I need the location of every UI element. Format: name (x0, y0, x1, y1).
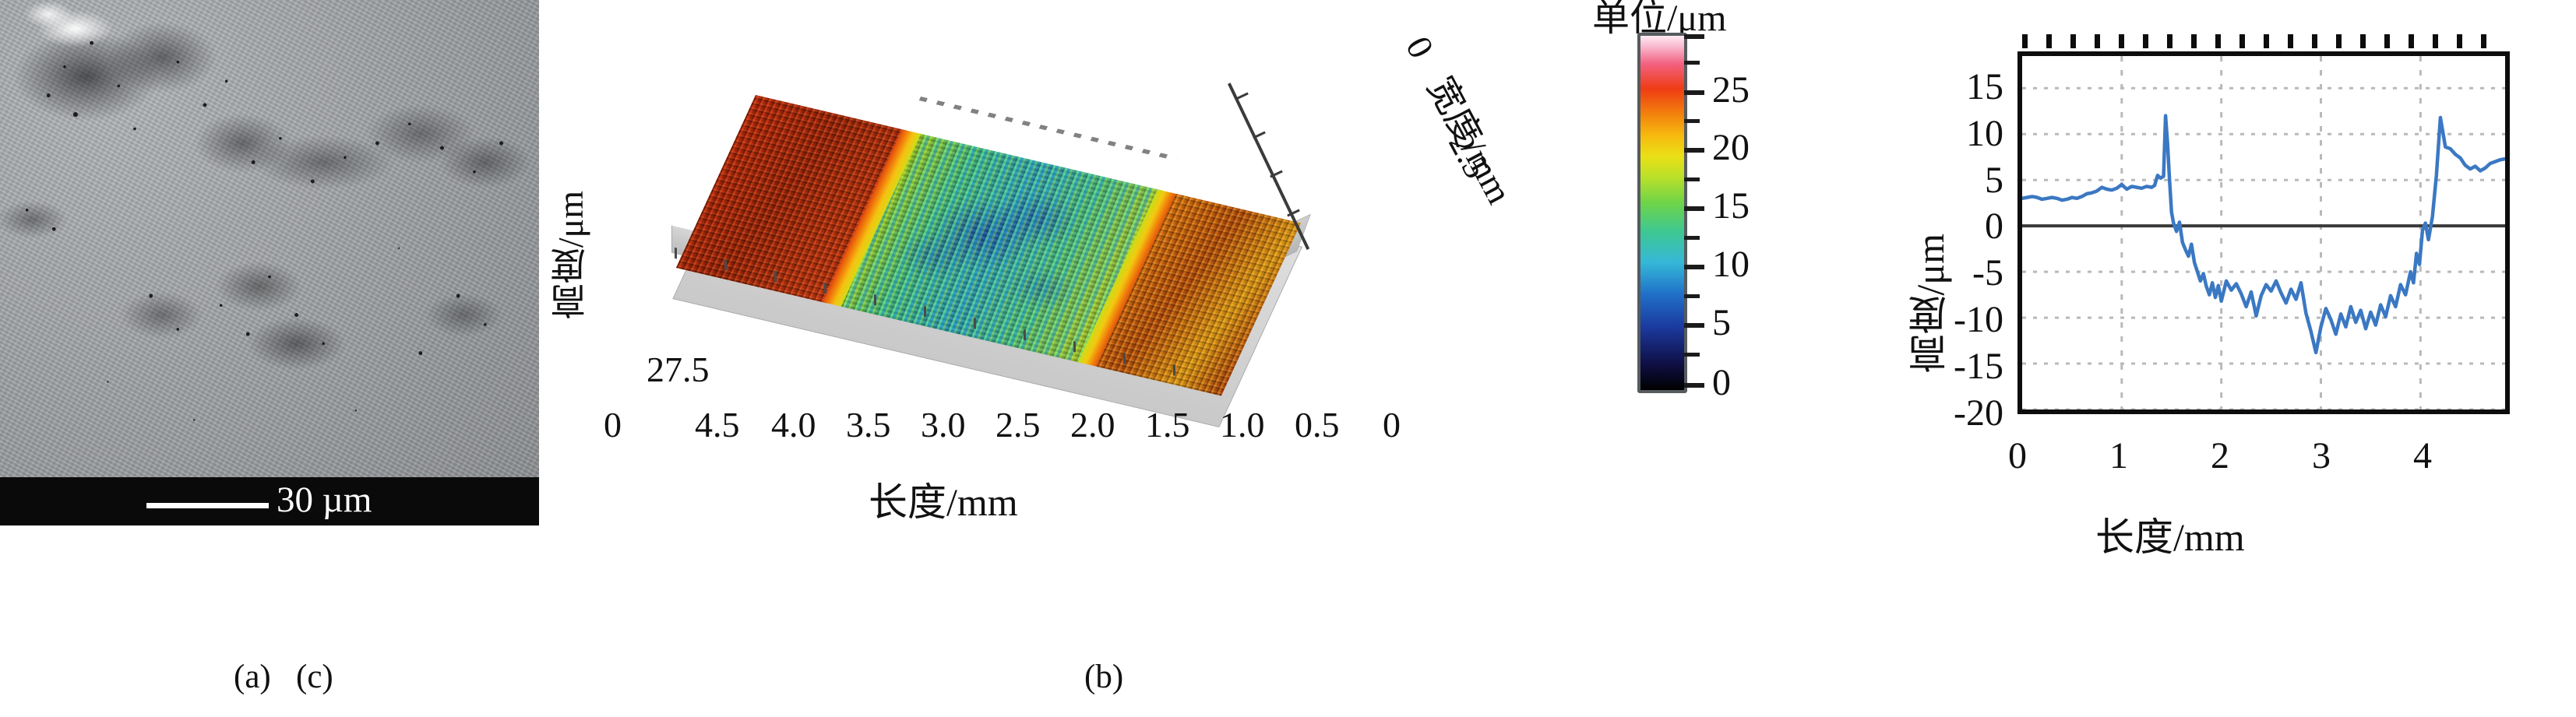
surface-plot (671, 78, 1371, 427)
colorbar-tick-minor-175 (1684, 177, 1700, 181)
panel-c-x-tick-1: 1 (2109, 435, 2128, 476)
sem-speckle-texture (0, 0, 539, 477)
colorbar-tick-20 (1684, 148, 1704, 153)
panel-c-x-tick-0: 0 (2008, 435, 2027, 476)
panel-c-x-tick-3: 3 (2312, 435, 2331, 476)
depth-tick-2 (1253, 131, 1266, 139)
scalebar-line (146, 503, 269, 508)
panel-b-y-max-tick: 27.5 (647, 350, 710, 389)
colorbar-tick-10 (1684, 265, 1704, 269)
panel-b-x-tick-6: 1.5 (1145, 405, 1190, 445)
panel-c-y-tick-m5: -5 (1972, 252, 2003, 293)
colorbar-tick-minor-75 (1684, 294, 1700, 298)
panel-c-plot-frame (2017, 51, 2510, 414)
panel-c-plot-svg (2022, 56, 2505, 409)
colorbar-title: 单位/μm (1592, 0, 1727, 39)
panel-b-x-tick-0: 4.5 (695, 405, 740, 445)
colorbar-tick-25 (1684, 90, 1704, 95)
panel-c-profile-line (2022, 114, 2505, 355)
colorbar-label-5: 5 (1712, 302, 1731, 343)
panel-b-x-tick-5: 2.0 (1070, 405, 1115, 445)
panel-b-y-min-tick: 0 (604, 405, 622, 445)
colorbar-tick-top (1684, 34, 1704, 39)
colorbar-tick-minor-275 (1684, 61, 1700, 65)
panel-c-x-axis-label: 长度/mm (2095, 515, 2245, 559)
panel-c-y-tick-15: 15 (1966, 66, 2003, 107)
panel-c-caption: (c) (296, 659, 333, 695)
scalebar-label: 30 µm (277, 480, 372, 520)
colorbar-tick-0 (1684, 383, 1704, 388)
panel-b-x-tick-3: 3.0 (921, 405, 966, 445)
colorbar-tick-minor-25 (1684, 353, 1700, 357)
panel-b-x-tick-2: 3.5 (846, 405, 891, 445)
panel-c-y-tick-0: 0 (1985, 206, 2003, 247)
colorbar-gradient (1637, 33, 1687, 393)
depth-tick-1 (1235, 92, 1249, 100)
surface-stage (671, 78, 1371, 427)
panel-b-x-tick-8: 0.5 (1295, 405, 1340, 445)
colorbar-tick-minor-225 (1684, 119, 1700, 123)
panel-c-gridlines (2022, 56, 2505, 409)
colorbar-tick-15 (1684, 206, 1704, 211)
colorbar-tick-minor-125 (1684, 236, 1700, 240)
panel-b-caption: (b) (1084, 659, 1124, 695)
panel-c-top-axis-ticks (2022, 34, 2505, 48)
panel-a-caption: (a) (234, 659, 271, 695)
colorbar-label-25: 25 (1712, 69, 1750, 111)
panel-c-y-tick-5: 5 (1985, 160, 2003, 201)
panel-b-depth-tick-0: 0 (1398, 30, 1442, 65)
sem-image (0, 0, 539, 477)
panel-b-x-tick-7: 1.0 (1220, 405, 1265, 445)
colorbar-label-15: 15 (1712, 185, 1750, 227)
scalebar-banner: 30 µm (0, 477, 539, 525)
panel-a-sem-micrograph: 30 µm (0, 0, 539, 525)
panel-c-y-tick-m15: -15 (1954, 346, 2003, 387)
panel-b-x-tick-1: 4.0 (771, 405, 816, 445)
colorbar: 单位/μm 25 20 15 10 5 0 (1581, 0, 1792, 615)
panel-b-x-tick-9: 0 (1383, 405, 1401, 445)
colorbar-label-0: 0 (1712, 362, 1731, 403)
panel-c-y-tick-10: 10 (1966, 113, 2003, 154)
colorbar-tick-5 (1684, 323, 1704, 328)
panel-c-x-tick-2: 2 (2211, 435, 2229, 476)
panel-c-y-tick-m20: -20 (1954, 392, 2003, 434)
colorbar-label-20: 20 (1712, 127, 1750, 168)
panel-c-line-profile: 高度/μm 15 10 5 0 -5 -10 -15 -20 0 1 2 3 4… (1869, 0, 2576, 717)
panel-b-x-axis-label: 长度/mm (869, 480, 1018, 524)
panel-c-x-tick-4: 4 (2413, 435, 2432, 476)
panel-c-y-tick-m10: -10 (1954, 299, 2003, 340)
colorbar-label-10: 10 (1712, 244, 1750, 285)
panel-b-x-tick-4: 2.5 (996, 405, 1041, 445)
panel-b-y-axis-label: 高度/μm (551, 191, 590, 320)
panel-b-3d-surface: 高度/μm 27.5 0 4.5 4.0 3.5 3.0 2.5 2.0 1.5… (545, 0, 1558, 717)
